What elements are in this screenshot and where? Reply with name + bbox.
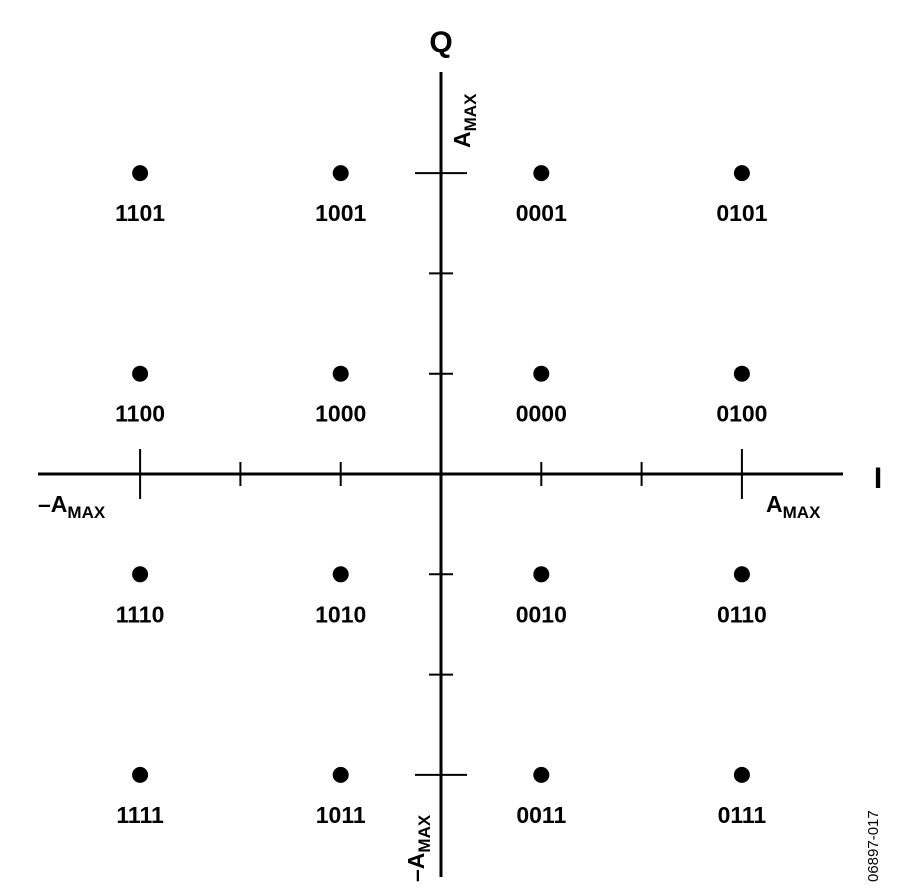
point-label: 0010 xyxy=(516,601,567,627)
y-max-label: AMAX xyxy=(449,93,480,148)
point-label: 0100 xyxy=(716,401,767,427)
constellation-point xyxy=(332,766,349,783)
point-label: 0111 xyxy=(718,802,767,828)
point-label: 1111 xyxy=(116,802,164,828)
y-min-label: –AMAX xyxy=(403,814,434,882)
q-axis-label: Q xyxy=(429,26,452,59)
constellation-point xyxy=(132,766,149,783)
figure-id: 06897-017 xyxy=(865,810,882,882)
constellation-point xyxy=(533,165,550,182)
constellation-point xyxy=(533,365,550,382)
constellation-points: 1101 1001 0001 0101 1100 1000 0000 0100 1110 1010… xyxy=(115,165,768,828)
point-label: 0001 xyxy=(516,200,567,226)
point-label: 0110 xyxy=(717,601,767,627)
point-label: 0101 xyxy=(716,200,767,226)
point-label: 1011 xyxy=(316,802,366,828)
i-axis-label: I xyxy=(874,462,882,495)
constellation-point xyxy=(332,365,349,382)
constellation-point xyxy=(733,766,750,783)
constellation-point xyxy=(533,566,550,583)
constellation-point xyxy=(533,766,550,783)
constellation-point xyxy=(332,165,349,182)
constellation-point xyxy=(132,365,149,382)
constellation-point xyxy=(733,165,750,182)
x-max-label: AMAX xyxy=(766,491,821,522)
point-label: 1100 xyxy=(115,401,165,427)
point-label: 1010 xyxy=(315,601,366,627)
point-label: 1001 xyxy=(315,200,366,226)
constellation-point xyxy=(733,566,750,583)
axes xyxy=(38,72,843,877)
x-min-label: –AMAX xyxy=(38,491,106,522)
constellation-point xyxy=(733,365,750,382)
point-label: 0000 xyxy=(516,401,567,427)
point-label: 0011 xyxy=(516,802,566,828)
constellation-point xyxy=(132,165,149,182)
constellation-point xyxy=(332,566,349,583)
point-label: 1101 xyxy=(115,200,165,226)
point-label: 1000 xyxy=(315,401,366,427)
ticks xyxy=(139,172,743,776)
point-label: 1110 xyxy=(116,601,165,627)
constellation-point xyxy=(132,566,149,583)
